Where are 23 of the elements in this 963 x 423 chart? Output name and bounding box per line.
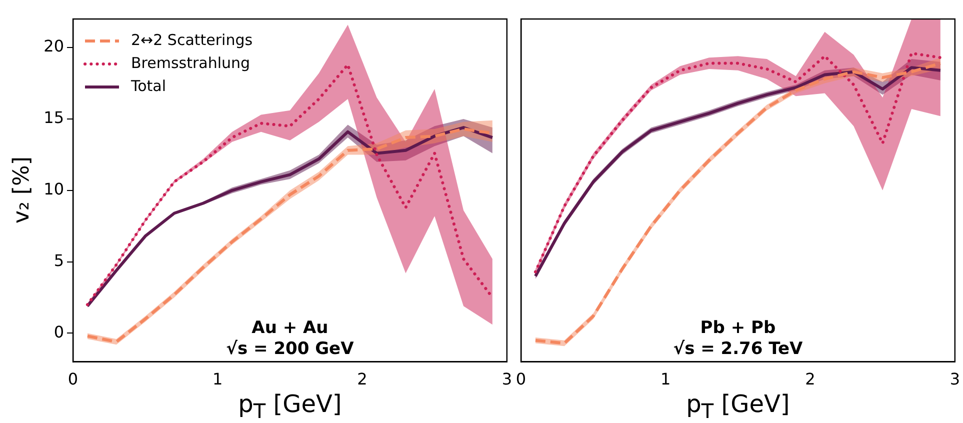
x-tick-label: 3 (950, 370, 960, 389)
legend-label: Bremsstrahlung (131, 54, 250, 72)
x-axis-title: p$_{T}$ [GeV] (686, 390, 790, 423)
y-tick-label: 20 (44, 36, 64, 56)
annotation: √s = 2.76 TeV (673, 338, 804, 359)
x-tick-label: 1 (660, 370, 671, 389)
y-tick-label: 0 (54, 322, 64, 342)
annotation: Au + Au (252, 318, 328, 338)
y-tick-label: 10 (44, 180, 64, 199)
annotation: √s = 200 GeV (226, 338, 355, 359)
annotation: Pb + Pb (700, 318, 776, 338)
x-tick-label: 2 (805, 370, 816, 389)
y-tick-label: 5 (54, 250, 64, 270)
x-tick-label: 0 (68, 370, 78, 389)
x-tick-label: 3 (502, 370, 512, 389)
y-axis-title: v₂ [%] (10, 156, 34, 224)
x-tick-label: 0 (516, 370, 526, 389)
x-axis-title: p$_{T}$ [GeV] (238, 390, 342, 423)
x-tick-label: 1 (212, 370, 223, 389)
legend-label: Total (130, 76, 166, 95)
legend-label: 2↔2 Scatterings (131, 30, 253, 49)
y-tick-label: 15 (44, 108, 64, 128)
x-tick-label: 2 (357, 370, 368, 389)
